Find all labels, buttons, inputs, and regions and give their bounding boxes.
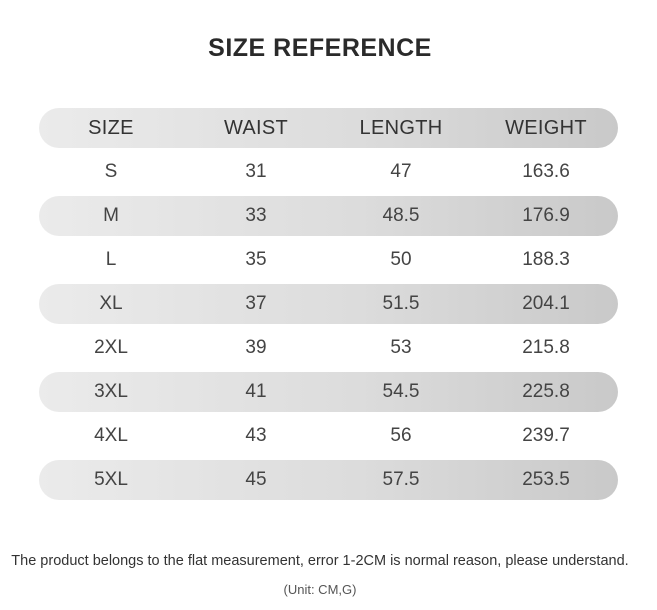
weight-cell: 239.7 [522,425,570,446]
size-cell: 3XL [94,381,128,402]
length-cell: 57.5 [382,469,420,490]
page-title: SIZE REFERENCE [208,34,432,62]
length-cell: 53 [390,337,412,358]
size-cell: 4XL [94,425,128,446]
weight-cell: 253.5 [522,469,570,490]
length-cell: 54.5 [382,381,420,402]
table-row: M 33 48.5 176.9 [39,196,618,236]
waist-cell: 37 [245,293,267,314]
measurement-note: The product belongs to the flat measurem… [11,553,629,569]
size-cell: 2XL [94,337,128,358]
size-cell: M [103,205,119,226]
header-size: SIZE [88,116,134,139]
size-cell: 5XL [94,469,128,490]
size-table: SIZE WAIST LENGTH WEIGHT S 31 47 163.6 M… [39,108,618,504]
length-cell: 47 [390,161,412,182]
weight-cell: 225.8 [522,381,570,402]
table-row: S 31 47 163.6 [39,152,618,192]
size-cell: XL [99,293,123,314]
length-cell: 48.5 [382,205,420,226]
header-waist: WAIST [223,116,289,139]
waist-cell: 39 [245,337,267,358]
table-row: 3XL 41 54.5 225.8 [39,372,618,412]
waist-cell: 35 [245,249,267,270]
header-length: LENGTH [359,116,443,139]
weight-cell: 163.6 [522,161,570,182]
waist-cell: 45 [245,469,267,490]
unit-label: (Unit: CM,G) [283,582,357,597]
length-cell: 51.5 [382,293,420,314]
table-row: L 35 50 188.3 [39,240,618,280]
header-weight: WEIGHT [505,116,587,139]
weight-cell: 188.3 [522,249,570,270]
table-header-row: SIZE WAIST LENGTH WEIGHT [39,108,618,148]
waist-cell: 31 [245,161,267,182]
table-row: XL 37 51.5 204.1 [39,284,618,324]
weight-cell: 204.1 [522,293,570,314]
table-row: 2XL 39 53 215.8 [39,328,618,368]
table-row: 4XL 43 56 239.7 [39,416,618,456]
length-cell: 56 [390,425,412,446]
waist-cell: 41 [245,381,267,402]
weight-cell: 176.9 [522,205,570,226]
waist-cell: 43 [245,425,267,446]
table-row: 5XL 45 57.5 253.5 [39,460,618,500]
waist-cell: 33 [245,205,267,226]
length-cell: 50 [390,249,412,270]
weight-cell: 215.8 [522,337,570,358]
size-cell: S [104,161,118,182]
size-cell: L [105,249,117,270]
